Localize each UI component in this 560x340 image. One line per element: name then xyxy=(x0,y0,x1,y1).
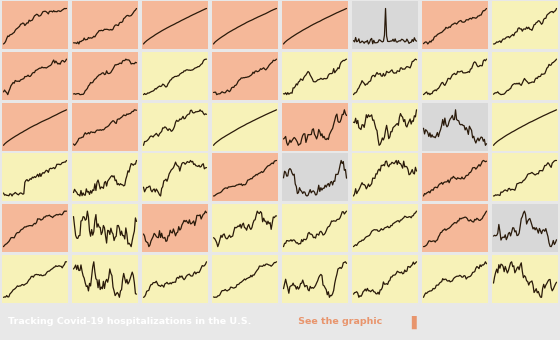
Text: Tracking Covid-19 hospitalizations in the U.S.: Tracking Covid-19 hospitalizations in th… xyxy=(8,318,252,326)
Text: See the graphic: See the graphic xyxy=(295,318,382,326)
Text: ▐: ▐ xyxy=(407,316,416,329)
Text: Tracking Covid-19 hospitalizations in the U.S. See the graphic: Tracking Covid-19 hospitalizations in th… xyxy=(8,318,339,326)
